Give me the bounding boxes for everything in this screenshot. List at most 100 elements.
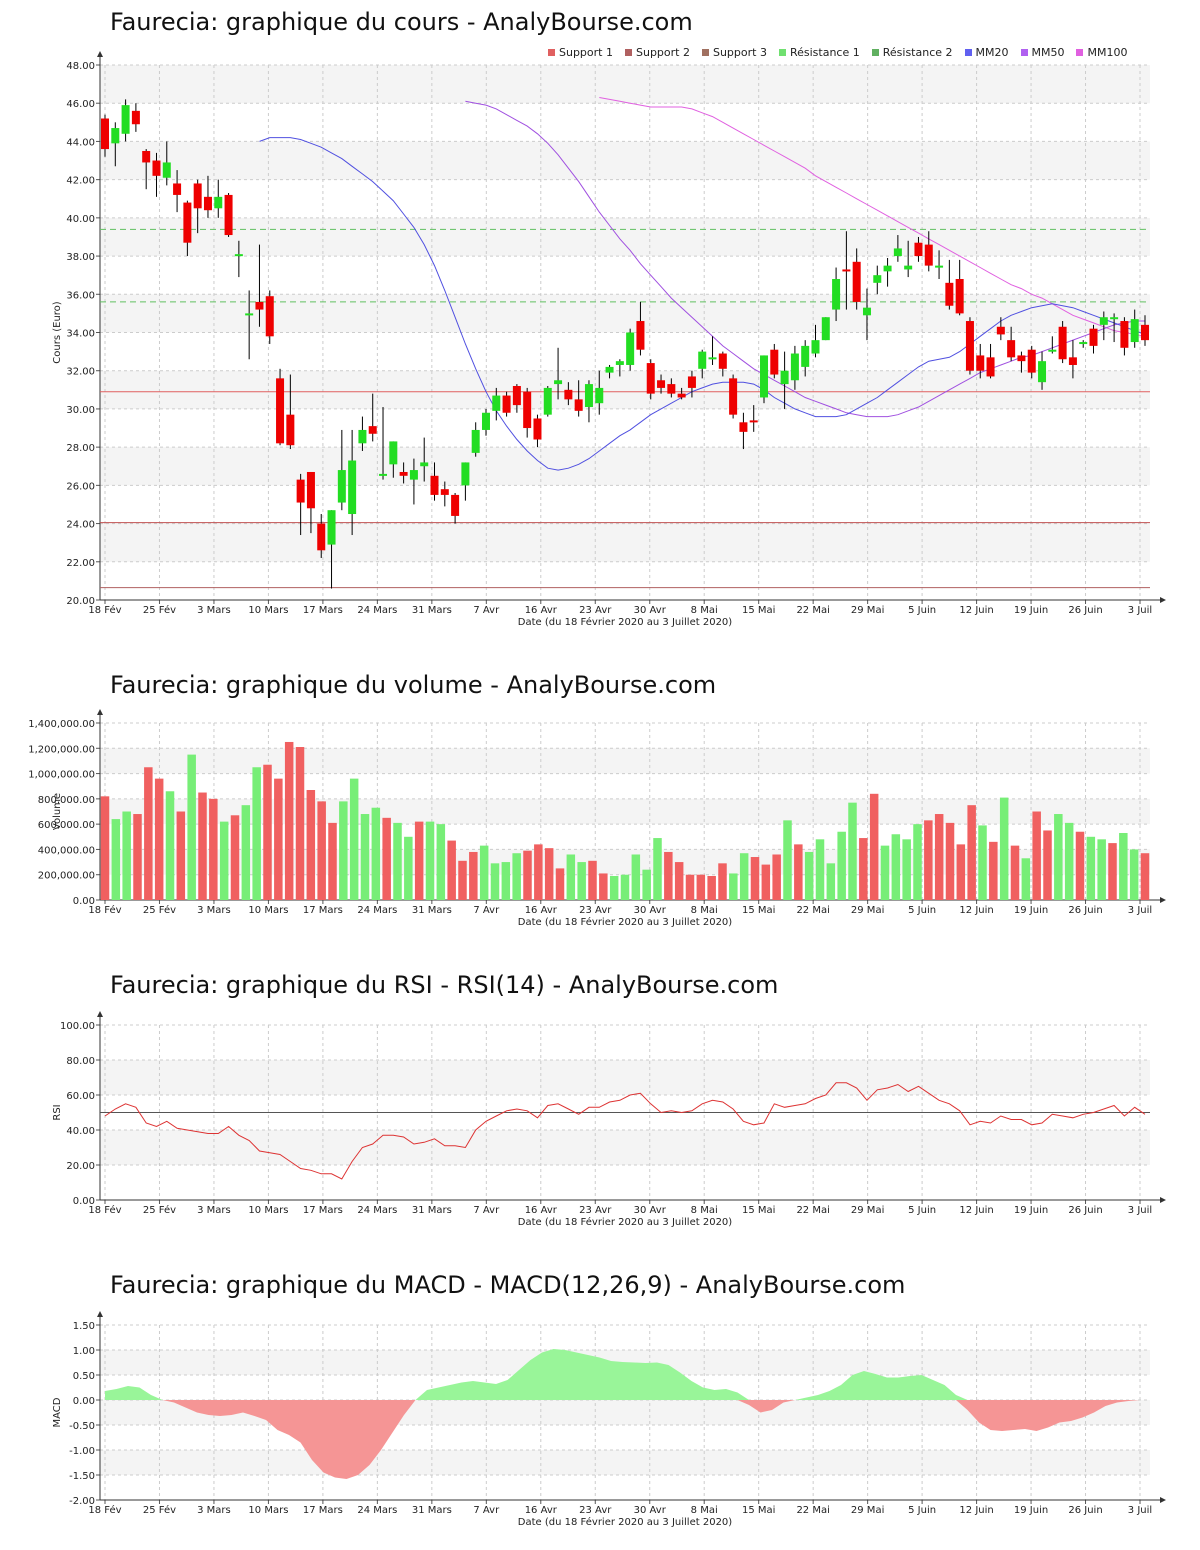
candle-body — [924, 244, 933, 266]
x-tick-label: 12 Juin — [959, 605, 993, 616]
legend-item: Résistance 2 — [871, 46, 953, 59]
x-tick-label: 18 Fév — [88, 904, 121, 916]
volume-bar — [837, 831, 846, 900]
volume-bar — [891, 834, 901, 900]
candle-body — [574, 399, 583, 411]
x-axis-label: Date (du 18 Février 2020 au 3 Juillet 20… — [518, 1516, 732, 1528]
x-tick-label: 19 Juin — [1014, 905, 1048, 916]
x-tick-label: 22 Mai — [796, 605, 829, 616]
candle-body — [564, 389, 573, 400]
volume-bar — [133, 814, 142, 900]
volume-bar — [1086, 836, 1096, 900]
y-axis-arrow — [97, 709, 103, 715]
candle-body — [965, 321, 974, 371]
volume-bar — [1129, 849, 1139, 900]
candle-body — [657, 380, 666, 388]
volume-bar — [566, 854, 576, 900]
x-tick-label: 19 Juin — [1014, 1205, 1048, 1216]
y-axis-label: RSI — [52, 1104, 63, 1120]
candle-body — [101, 118, 109, 150]
x-tick-label: 17 Mars — [303, 605, 343, 616]
volume-bar — [317, 801, 326, 900]
y-tick-label: 800,000.00 — [38, 795, 95, 806]
candle-body — [245, 313, 254, 316]
candle-body — [976, 355, 985, 371]
x-tick-label: 19 Juin — [1014, 605, 1048, 616]
y-tick-label: 42.00 — [66, 176, 95, 187]
legend-swatch — [624, 49, 632, 56]
x-tick-label: 7 Avr — [473, 605, 500, 616]
grid-band — [100, 447, 1150, 486]
candle-body — [801, 345, 810, 367]
volume-bar — [371, 807, 381, 900]
x-tick-label: 3 Mars — [197, 605, 231, 616]
candle-body — [389, 441, 398, 465]
candle-body — [1120, 321, 1129, 348]
candle-body — [749, 420, 758, 423]
y-tick-label: 40.00 — [66, 1126, 95, 1137]
y-axis-label: Cours (Euro) — [52, 301, 63, 364]
volume-bar — [176, 811, 186, 900]
candle-body — [935, 265, 944, 268]
x-tick-label: 7 Avr — [473, 905, 500, 916]
y-tick-label: 28.00 — [66, 443, 95, 454]
candle-body — [296, 479, 305, 503]
volume-bar — [674, 862, 684, 900]
volume-bar — [187, 754, 196, 900]
x-tick-label: 29 Mai — [851, 605, 884, 616]
volume-bar — [382, 817, 391, 900]
macd-positive-area — [105, 1349, 1140, 1400]
volume-bar — [1097, 839, 1106, 900]
volume-bar — [804, 851, 814, 900]
candle-body — [1089, 328, 1098, 346]
volume-bar — [869, 793, 879, 900]
candle-body — [1007, 340, 1016, 358]
volume-chart-panel: Faurecia: graphique du volume - AnalyBou… — [0, 655, 1200, 935]
candle-body — [873, 275, 882, 283]
candle-body — [420, 462, 429, 467]
x-tick-label: 18 Fév — [88, 604, 121, 616]
legend-item: Résistance 1 — [778, 46, 860, 59]
x-tick-label: 25 Fév — [143, 604, 176, 616]
volume-bar — [1108, 843, 1117, 900]
y-tick-label: 36.00 — [66, 290, 95, 301]
y-tick-label: 20.00 — [66, 596, 95, 607]
volume-bar — [1140, 853, 1150, 900]
y-tick-label: -1.00 — [69, 1446, 95, 1457]
y-tick-label: -2.00 — [69, 1496, 95, 1507]
x-tick-label: 7 Avr — [473, 1205, 500, 1216]
x-tick-label: 24 Mars — [357, 605, 397, 616]
candle-body — [173, 183, 182, 195]
candle-body — [131, 110, 140, 125]
volume-bar — [360, 814, 370, 900]
macd-chart-panel: Faurecia: graphique du MACD - MACD(12,26… — [0, 1255, 1200, 1550]
legend-label: Support 3 — [712, 46, 767, 59]
x-tick-label: 23 Avr — [579, 1505, 612, 1516]
candle-body — [1058, 326, 1067, 360]
volume-bar — [100, 796, 110, 900]
legend-swatch — [871, 49, 879, 56]
x-tick-label: 10 Mars — [248, 605, 288, 616]
volume-bar — [729, 873, 738, 900]
x-tick-label: 22 Mai — [796, 1205, 829, 1216]
volume-bar — [859, 838, 868, 900]
volume-chart-title: Faurecia: graphique du volume - AnalyBou… — [110, 671, 717, 699]
volume-bar — [924, 820, 933, 900]
legend-swatch — [701, 49, 709, 56]
ma100-line — [599, 97, 1146, 337]
candle-body — [1079, 342, 1088, 345]
volume-bar — [230, 815, 240, 900]
rsi-chart-svg: 0.00 20.00 40.00 60.00 80.00 100.00 18 Fév 25 F… — [52, 1011, 1166, 1228]
candle-body — [780, 370, 789, 385]
legend-label: MM50 — [1031, 46, 1065, 59]
y-axis-arrow — [97, 1311, 103, 1317]
volume-bar — [154, 778, 164, 900]
candle-body — [337, 470, 346, 503]
volume-bar — [339, 801, 348, 900]
candle-body — [1017, 355, 1026, 362]
x-tick-label: 29 Mai — [851, 905, 884, 916]
volume-bar — [349, 778, 359, 900]
volume-bar — [219, 821, 229, 900]
volume-bar — [479, 845, 489, 900]
volume-bar — [685, 874, 695, 900]
